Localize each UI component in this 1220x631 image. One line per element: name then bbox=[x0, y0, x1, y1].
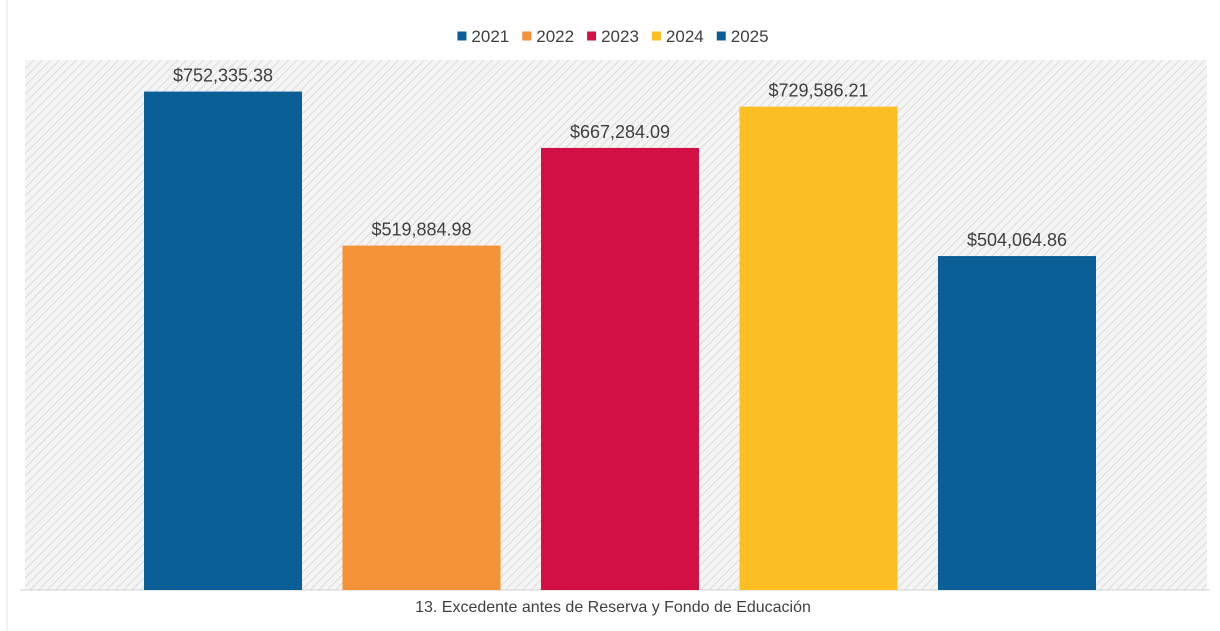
legend-label-2023: 2023 bbox=[601, 27, 639, 46]
data-label-2024: $729,586.21 bbox=[768, 81, 868, 101]
legend-item-2022: 2022 bbox=[522, 27, 574, 46]
legend-label-2022: 2022 bbox=[536, 27, 574, 46]
bar-2023 bbox=[541, 147, 699, 590]
legend-swatch-2022 bbox=[522, 31, 532, 41]
legend-item-2021: 2021 bbox=[457, 27, 509, 46]
data-labels-group: $752,335.38 $519,884.98 $667,284.09 $729,58… bbox=[173, 66, 1067, 250]
bar-2021 bbox=[144, 91, 302, 590]
bar-2022 bbox=[342, 245, 501, 590]
legend-swatch-2023 bbox=[587, 31, 597, 41]
data-label-2025: $504,064.86 bbox=[967, 230, 1067, 250]
legend-label-2024: 2024 bbox=[666, 27, 704, 46]
bar-2024 bbox=[739, 106, 898, 590]
legend-swatch-2024 bbox=[651, 31, 661, 41]
legend-item-2023: 2023 bbox=[587, 27, 639, 46]
data-label-2022: $519,884.98 bbox=[371, 220, 471, 240]
legend-item-2025: 2025 bbox=[716, 27, 769, 46]
legend-label-2025: 2025 bbox=[731, 27, 769, 46]
legend-label-2021: 2021 bbox=[471, 27, 509, 46]
legend-item-2024: 2024 bbox=[651, 27, 704, 46]
data-label-2023: $667,284.09 bbox=[570, 122, 670, 142]
legend: 2021 2022 2023 2024 2025 bbox=[457, 27, 769, 46]
x-axis-label: 13. Excedente antes de Reserva y Fondo d… bbox=[415, 599, 811, 616]
legend-swatch-2025 bbox=[716, 31, 726, 41]
bars-group bbox=[144, 91, 1096, 590]
bar-2025 bbox=[938, 256, 1096, 590]
legend-swatch-2021 bbox=[457, 31, 467, 41]
data-label-2021: $752,335.38 bbox=[173, 66, 273, 86]
